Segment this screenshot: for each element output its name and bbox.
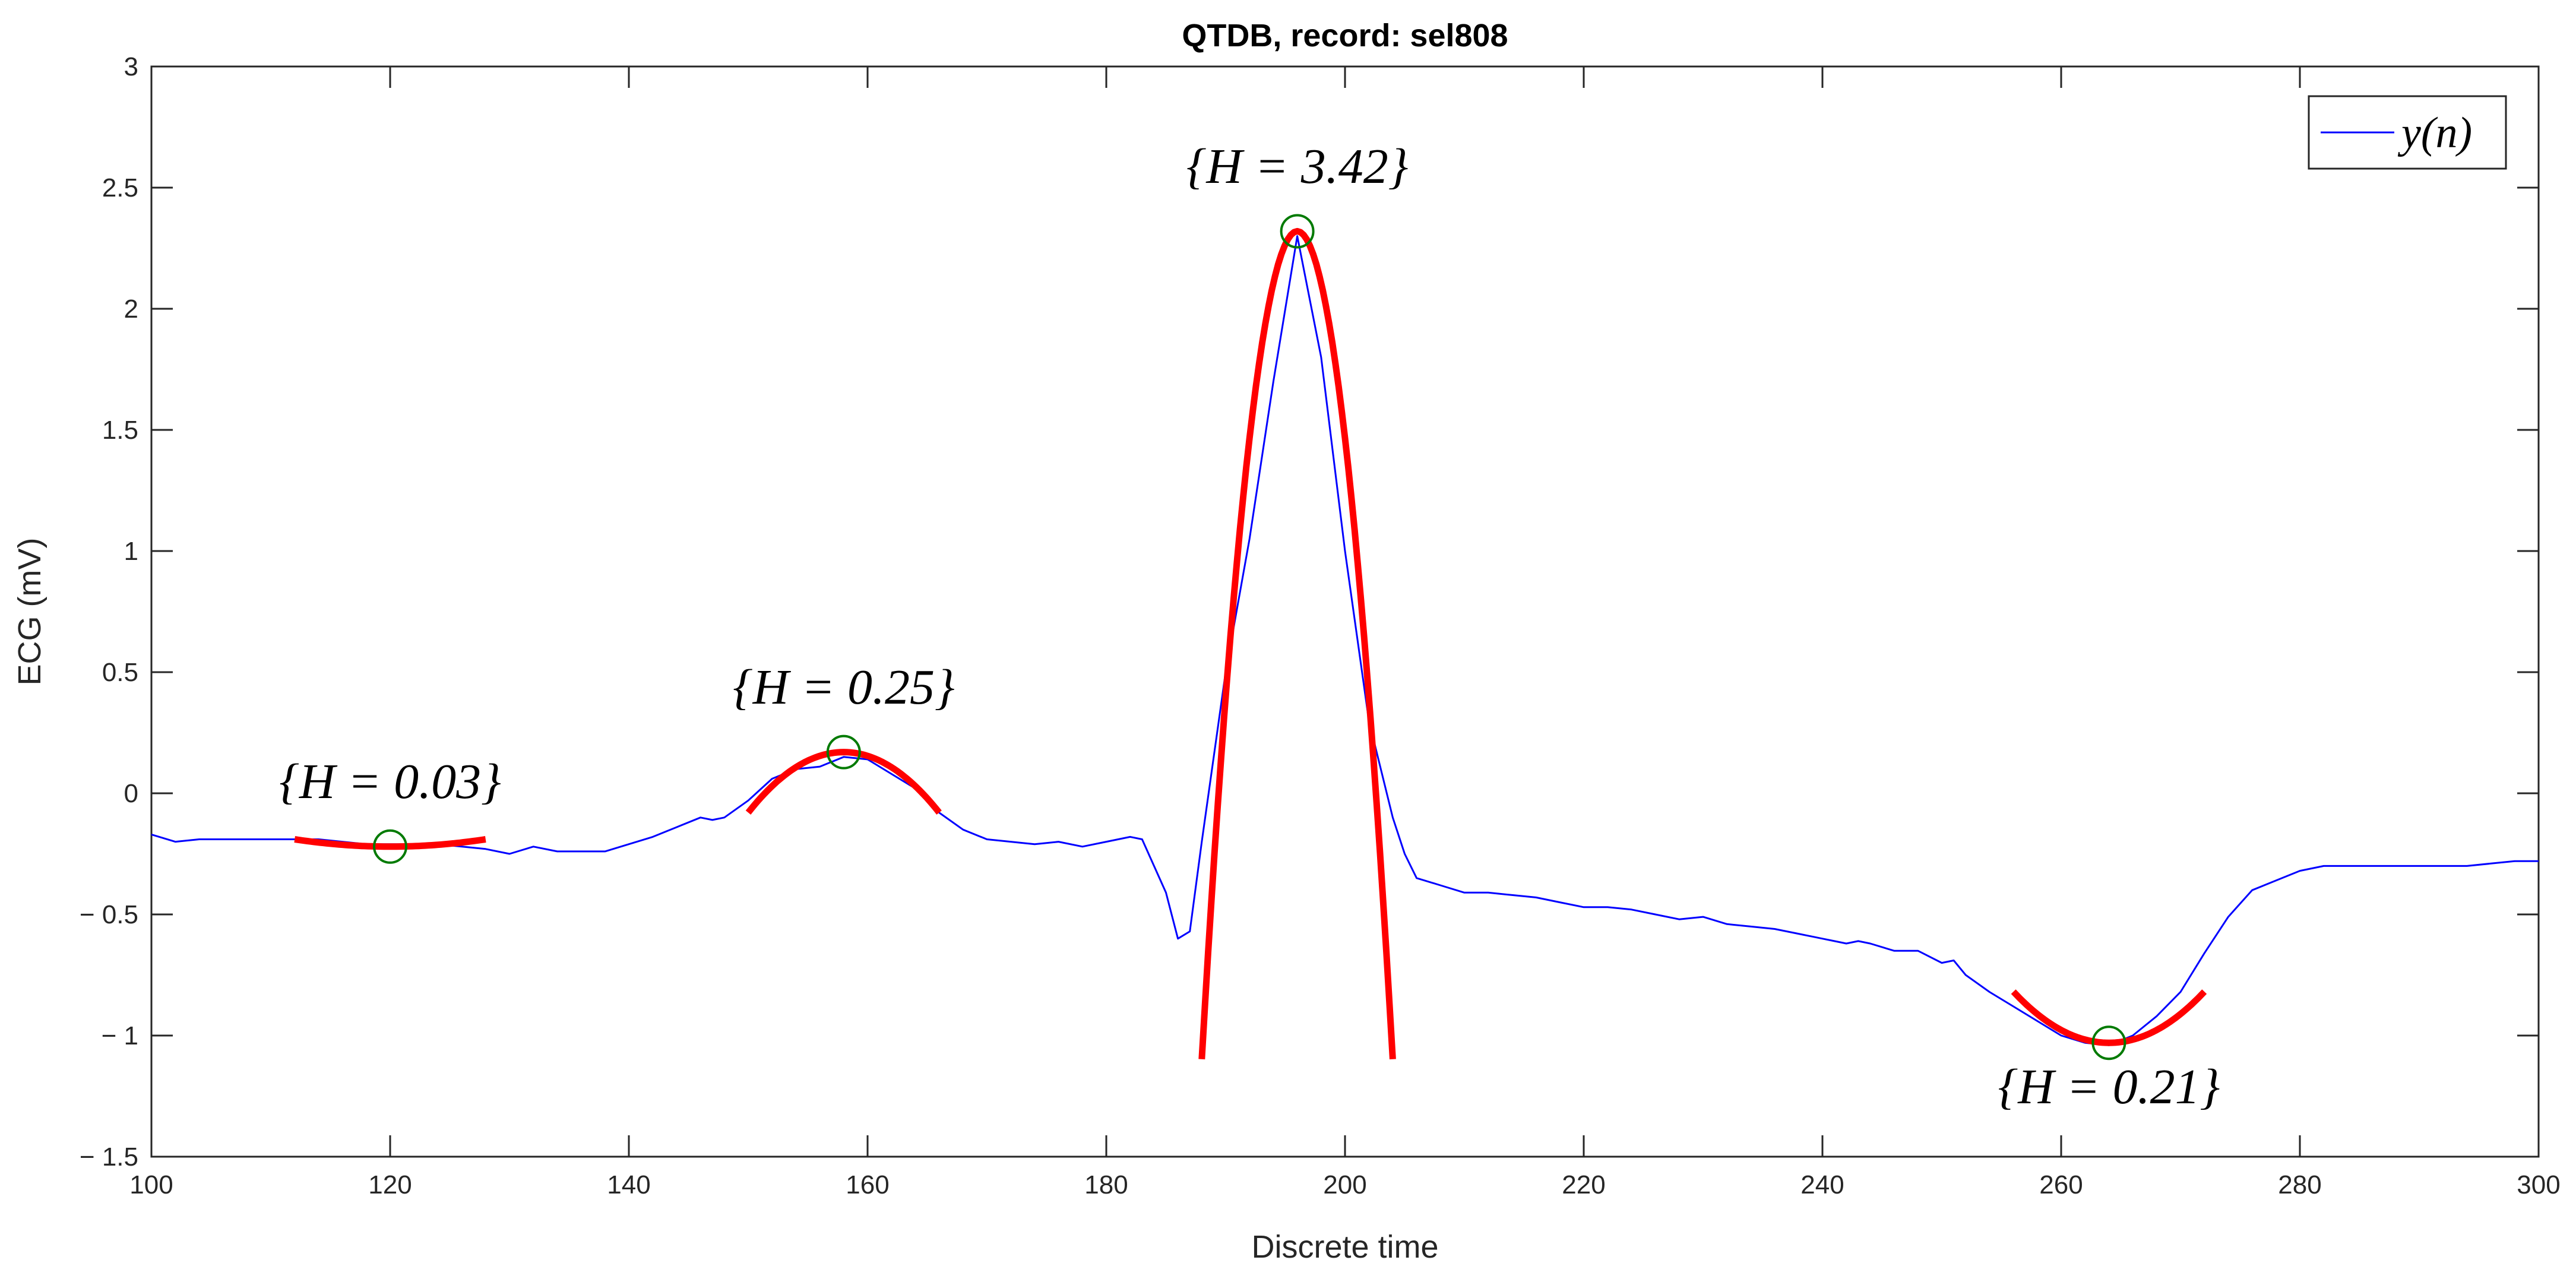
annotations: {H = 0.03} {H = 0.25} {H = 3.42} {H = 0.21} [279,139,2220,1115]
x-tick-label: 240 [1800,1170,1844,1199]
peak-marker [826,735,861,770]
y-tick-label: − 1.5 [80,1142,138,1172]
x-tick-label: 120 [368,1170,412,1199]
peak-marker [1280,214,1315,249]
x-tick-label: 300 [2517,1170,2560,1199]
marker-layer [373,214,2126,1060]
x-tick-label: 280 [2278,1170,2321,1199]
x-tick-label: 260 [2039,1170,2083,1199]
peak-marker [2091,1025,2126,1060]
y-tick-label: 2 [124,295,138,324]
y-tick-labels: − 1.5 − 1 − 0.5 0 0.5 1 1.5 2 2.5 3 [80,52,138,1172]
axis-ticks [150,65,2540,1158]
y-tick-label: 0 [124,779,138,808]
y-axis-label: ECG (mV) [12,538,48,686]
y-tick-label: − 1 [102,1021,138,1050]
height-annotation: {H = 0.21} [1998,1059,2220,1115]
x-axis-label: Discrete time [1251,1229,1438,1265]
x-tick-label: 140 [607,1170,650,1199]
y-tick-label: 0.5 [102,658,138,687]
x-tick-label: 100 [129,1170,173,1199]
x-tick-labels: 100 120 140 160 180 200 220 240 260 280 300 [129,1170,2560,1199]
y-tick-label: 1.5 [102,416,138,445]
legend: y(n) [2308,95,2507,170]
chart-title: QTDB, record: sel808 [1182,18,1508,53]
fit-baseline-curve [294,836,486,850]
fit-layer [294,227,2207,1060]
axes-box [150,65,2540,1158]
legend-label: y(n) [2397,109,2472,157]
height-annotation: {H = 0.25} [733,660,955,715]
fit-t-wave-curve [2011,989,2207,1046]
x-tick-label: 220 [1562,1170,1605,1199]
fit-r-peak-curve [1198,227,1396,1060]
plot-area [150,65,2540,1158]
fit-p-wave-curve [745,749,942,815]
y-tick-label: 1 [124,537,138,566]
y-tick-label: − 0.5 [80,900,138,929]
height-annotation: {H = 3.42} [1186,139,1409,194]
x-tick-label: 160 [846,1170,889,1199]
y-tick-label: 3 [124,52,138,81]
legend-box [2308,95,2507,170]
peak-marker [373,829,407,864]
y-tick-label: 2.5 [102,173,138,202]
x-tick-label: 200 [1323,1170,1366,1199]
x-tick-label: 180 [1084,1170,1128,1199]
height-annotation: {H = 0.03} [279,754,501,809]
